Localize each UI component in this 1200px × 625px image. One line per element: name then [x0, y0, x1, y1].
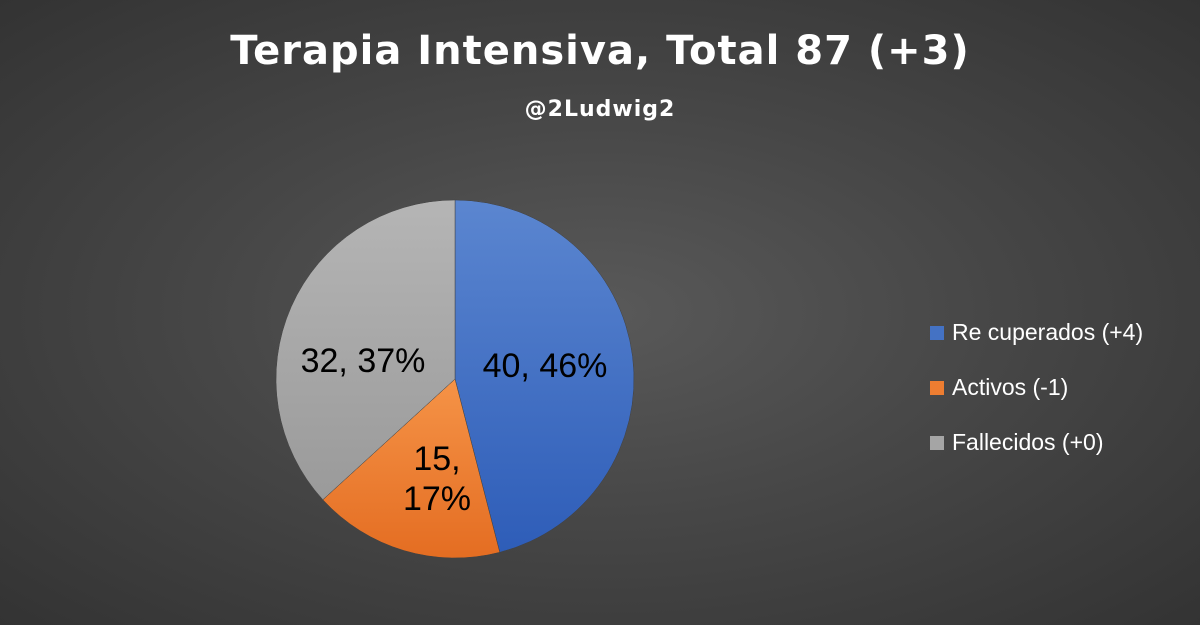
- legend-label-activos: Activos (-1): [952, 374, 1069, 400]
- data-label-fallecidos: 32, 37%: [301, 342, 426, 380]
- data-label-activos: 15, 17%: [403, 440, 471, 518]
- legend-swatch-activos: [930, 380, 944, 395]
- data-label-recuperados: 40, 46%: [483, 347, 608, 385]
- pie-slice-fallecidos: [275, 199, 456, 501]
- legend-label-fallecidos: Fallecidos (+0): [952, 429, 1104, 455]
- legend: Re cuperados (+4) Activos (-1) Fallecido…: [930, 305, 1143, 470]
- legend-item-activos: Activos (-1): [930, 360, 1143, 415]
- legend-swatch-fallecidos: [930, 435, 944, 450]
- chart-title: Terapia Intensiva, Total 87 (+3): [230, 28, 970, 74]
- legend-item-recuperados: Re cuperados (+4): [930, 305, 1143, 360]
- legend-item-fallecidos: Fallecidos (+0): [930, 415, 1143, 470]
- chart-subtitle: @2Ludwig2: [524, 97, 676, 122]
- pie-slice-recuperados: [454, 199, 635, 553]
- pie-slice-activos: [322, 378, 501, 559]
- legend-label-recuperados: Re cuperados (+4): [952, 319, 1144, 345]
- legend-swatch-recuperados: [930, 325, 944, 340]
